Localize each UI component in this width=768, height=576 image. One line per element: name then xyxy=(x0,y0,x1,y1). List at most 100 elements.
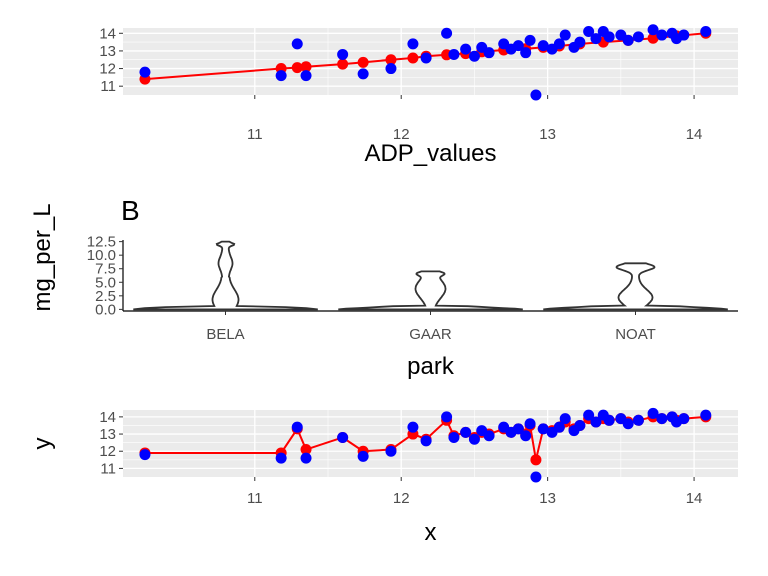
panel-a-y-axis-title: s_predicted_fro xyxy=(37,18,64,183)
panel-b-violin-gaar xyxy=(338,270,523,311)
panel-a-observed-point xyxy=(700,26,712,38)
panel-a-fitted-point xyxy=(291,62,303,74)
panel-a-observed-point xyxy=(632,31,644,43)
panel-c-observed-point xyxy=(407,421,419,433)
panel-b-category-label: BELA xyxy=(206,326,244,343)
panel-a-observed-point xyxy=(448,48,460,60)
panel-c-tick-label-y: 11 xyxy=(100,460,116,477)
panel-b-tick-label-y: 2.5 xyxy=(95,288,116,305)
panel-c-observed-point xyxy=(460,426,472,438)
panel-a-observed-point xyxy=(622,34,634,46)
panel-c-observed-point xyxy=(468,433,480,445)
panel-c-observed-point xyxy=(678,413,690,425)
panel-b-tick-label-y: 10.0 xyxy=(87,247,116,264)
panel-b-category-label: GAAR xyxy=(409,326,452,343)
panel-c-tick-label-y: 14 xyxy=(99,409,116,426)
panel-b-violin-noat xyxy=(543,262,728,311)
panel-c-observed-point xyxy=(656,413,668,425)
panel-a-observed-point xyxy=(139,66,151,78)
panel-a-fitted-point xyxy=(647,32,659,44)
panel-a-observed-point xyxy=(468,50,480,62)
panel-a-x-axis-title: ADP_values xyxy=(364,140,496,167)
panel-a-observed-point xyxy=(530,89,542,101)
panel-c-observed-point xyxy=(441,411,453,423)
panel-c-observed-point xyxy=(553,421,565,433)
panel-c-tick-label-x: 12 xyxy=(393,490,410,507)
panel-a-fitted-point xyxy=(337,58,349,70)
panel-a-tick-label-y: 13 xyxy=(99,43,116,60)
panel-c-observed-point xyxy=(420,435,432,447)
panel-a-fitted-point xyxy=(385,54,397,66)
panel-c-y-axis-title: y xyxy=(29,438,56,450)
panel-c-observed-point xyxy=(139,449,151,461)
panel-a-observed-point xyxy=(512,40,524,52)
panel-a-observed-point xyxy=(441,27,453,39)
panel-c-observed-point xyxy=(337,431,349,443)
panel-a-observed-point xyxy=(357,68,369,80)
panel-a-observed-point xyxy=(590,33,602,45)
panel-c-observed-point xyxy=(385,445,397,457)
panel-c-x-axis-title: x xyxy=(425,519,437,546)
panel-a-observed-point xyxy=(537,40,549,52)
panel-c-fitted-point xyxy=(530,454,542,466)
panel-a-observed-point xyxy=(574,36,586,48)
panel-c-tick-label-y: 12 xyxy=(99,443,116,460)
panel-a-observed-point xyxy=(483,47,495,59)
panel-a-observed-point xyxy=(407,38,419,50)
panel-c-observed-point xyxy=(590,416,602,428)
panel-b-tick-label-y: 7.5 xyxy=(95,261,116,278)
panel-a-tick-label-x: 12 xyxy=(393,126,410,143)
panel-c-observed-point xyxy=(530,471,542,483)
panel-a-observed-point xyxy=(678,29,690,41)
panel-c-observed-point xyxy=(483,430,495,442)
panel-c-tick-label-x: 13 xyxy=(539,490,556,507)
panel-a-observed-point xyxy=(559,29,571,41)
panel-b-tick-label-y: 5.0 xyxy=(95,274,116,291)
panel-c-observed-point xyxy=(622,418,634,430)
panel-a-fitted-point xyxy=(357,56,369,68)
panel-c-observed-point xyxy=(291,421,303,433)
panel-c-observed-point xyxy=(300,452,312,464)
panel-b-tick-label-y: 0.0 xyxy=(95,301,116,318)
panel-a-observed-point xyxy=(300,70,312,82)
panel-c-observed-point xyxy=(512,423,524,435)
panel-a-observed-point xyxy=(291,38,303,50)
panel-c-observed-point xyxy=(537,423,549,435)
panel-b-x-axis-title: park xyxy=(407,353,455,380)
panel-a-observed-point xyxy=(647,24,659,36)
panel-a-observed-point xyxy=(420,52,432,64)
panel-a-tick-label-x: 11 xyxy=(247,126,263,143)
panel-a-observed-point xyxy=(337,48,349,60)
panel-c-observed-point xyxy=(700,409,712,421)
panel-c-observed-point xyxy=(448,431,460,443)
panel-b-tick-label-y: 12.5 xyxy=(87,234,116,251)
panel-a-observed-point xyxy=(603,31,615,43)
panel-b-category-label: NOAT xyxy=(615,326,656,343)
panel-c-fitted-point xyxy=(300,444,312,456)
panel-b-tag: B xyxy=(121,195,140,226)
panel-a-observed-point xyxy=(275,70,287,82)
panel-a-observed-point xyxy=(460,43,472,55)
panel-c-tick-label-y: 13 xyxy=(99,426,116,443)
panel-b-y-axis-title: mg_per_L xyxy=(29,203,56,311)
panel-a-observed-point xyxy=(524,34,536,46)
panel-a-observed-point xyxy=(385,63,397,75)
panel-a-tick-label-y: 12 xyxy=(99,61,116,78)
panel-a-tick-label-y: 11 xyxy=(100,78,116,95)
panel-b-violin-bela xyxy=(133,240,318,311)
panel-a-observed-point xyxy=(553,38,565,50)
panel-a-tick-label-x: 13 xyxy=(539,126,556,143)
panel-c-observed-point xyxy=(632,414,644,426)
panel-a-fitted-point xyxy=(300,61,312,73)
panel-c-observed-point xyxy=(524,418,536,430)
panel-a-tick-label-y: 14 xyxy=(99,25,116,42)
panel-c-observed-point xyxy=(647,407,659,419)
panel-c-tick-label-x: 11 xyxy=(247,490,263,507)
panel-c-observed-point xyxy=(275,452,287,464)
panel-a-observed-point xyxy=(656,29,668,41)
panel-c-tick-label-x: 14 xyxy=(686,490,703,507)
panel-c-observed-point xyxy=(583,409,595,421)
panel-c-observed-point xyxy=(520,430,532,442)
panel-c-observed-point xyxy=(559,413,571,425)
